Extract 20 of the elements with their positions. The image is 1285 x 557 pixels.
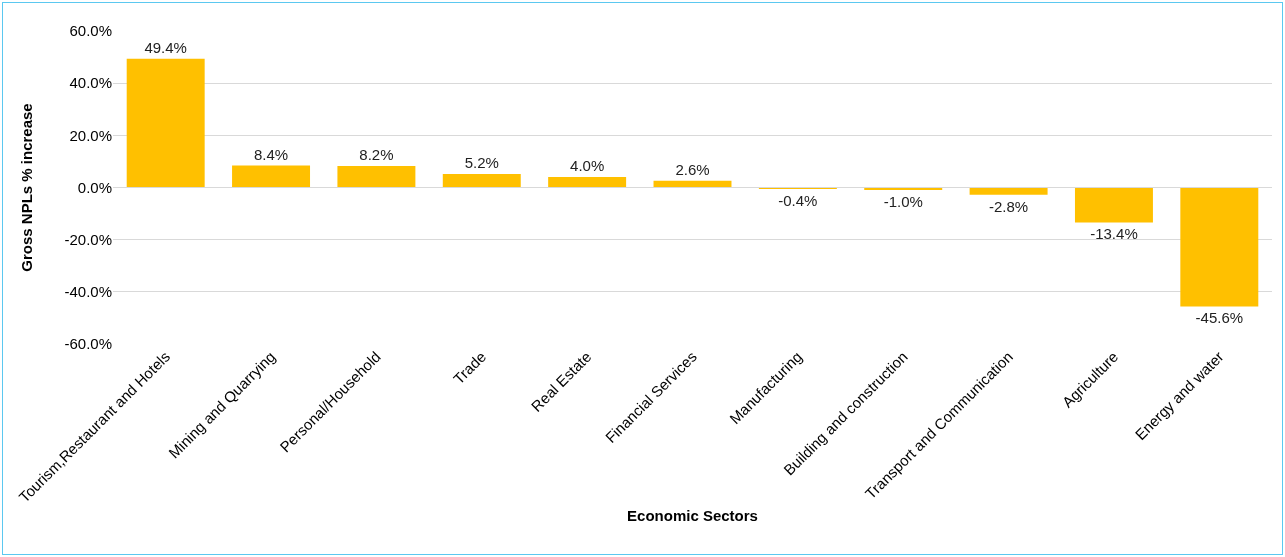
y-tick-label: 20.0% (69, 126, 112, 144)
data-label: 2.6% (675, 160, 710, 178)
y-axis-title: Gross NPLs % increase (17, 103, 35, 272)
data-label: -1.0% (883, 193, 923, 211)
data-label: 49.4% (144, 38, 187, 56)
data-label: 5.2% (464, 153, 499, 171)
y-tick-label: 40.0% (69, 74, 112, 92)
y-tick-label: 0.0% (77, 178, 112, 196)
y-tick-label: -60.0% (64, 335, 112, 353)
y-tick-label: -40.0% (64, 283, 112, 301)
x-axis-title: Economic Sectors (627, 506, 758, 524)
data-label: 8.2% (359, 146, 394, 164)
data-label: -0.4% (778, 192, 818, 209)
y-tick-label: 60.0% (69, 22, 112, 40)
data-label: 4.0% (570, 157, 605, 175)
data-label: -13.4% (1090, 225, 1138, 243)
data-label: -2.8% (989, 197, 1029, 215)
data-label: 8.4% (253, 145, 289, 163)
data-label: -45.6% (1195, 309, 1244, 327)
y-tick-label: -20.0% (64, 230, 112, 248)
